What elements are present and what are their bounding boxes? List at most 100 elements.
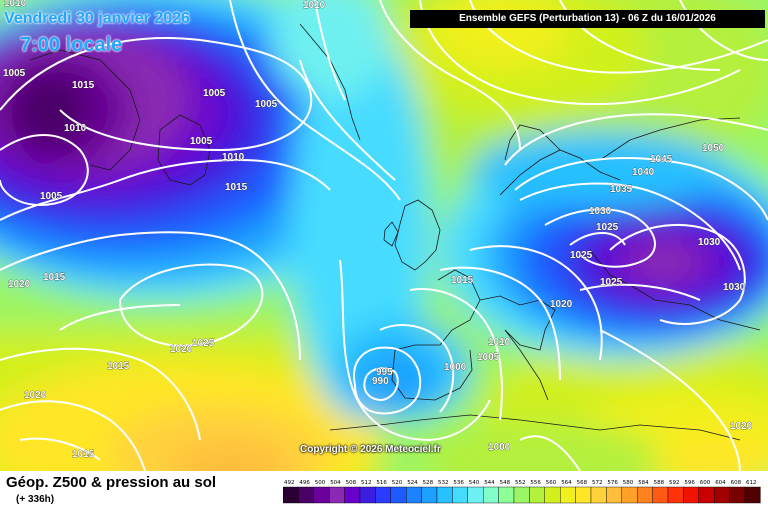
scale-swatch [298, 486, 314, 504]
scale-swatch [452, 486, 468, 504]
scale-tick-label: 560 [546, 480, 557, 486]
scale-swatch [498, 486, 515, 504]
scale-swatch [344, 486, 361, 504]
scale-tick-label: 600 [700, 480, 711, 486]
scale-swatch [667, 486, 684, 504]
scale-tick-label: 576 [607, 480, 618, 486]
svg-text:1025: 1025 [600, 277, 623, 288]
field-title: Géop. Z500 & pression au sol [6, 474, 217, 491]
scale-tick-label: 496 [299, 480, 310, 486]
svg-text:1020: 1020 [8, 279, 31, 290]
scale-swatch [590, 486, 607, 504]
copyright: Copyright © 2026 Meteociel.fr [300, 444, 441, 455]
svg-text:990: 990 [372, 376, 389, 387]
scale-tick-label: 536 [453, 480, 464, 486]
scale-tick-label: 572 [592, 480, 603, 486]
scale-tick-label: 544 [484, 480, 495, 486]
svg-text:1015: 1015 [72, 449, 95, 460]
scale-swatch [621, 486, 638, 504]
scale-swatch [390, 486, 407, 504]
forecast-time: 7:00 locale [20, 34, 123, 56]
scale-swatch [637, 486, 653, 504]
scale-swatch [329, 486, 345, 504]
svg-text:1015: 1015 [107, 361, 130, 372]
scale-tick-label: 540 [469, 480, 480, 486]
svg-text:1040: 1040 [632, 167, 655, 178]
svg-text:1000: 1000 [488, 442, 511, 453]
scale-swatch [683, 486, 699, 504]
scale-tick-label: 512 [361, 480, 372, 486]
svg-text:1030: 1030 [723, 282, 746, 293]
scale-swatch [729, 486, 746, 504]
scale-tick-label: 556 [530, 480, 541, 486]
svg-text:1025: 1025 [192, 338, 215, 349]
scale-tick-label: 500 [315, 480, 326, 486]
scale-swatch [529, 486, 545, 504]
scale-swatch [283, 486, 299, 504]
scale-tick-label: 612 [746, 480, 757, 486]
scale-swatch [652, 486, 669, 504]
model-run-label: Ensemble GEFS (Perturbation 13) - 06 Z d… [410, 10, 765, 28]
scale-tick-label: 552 [515, 480, 526, 486]
scale-tick-label: 516 [376, 480, 387, 486]
svg-text:1010: 1010 [303, 0, 326, 11]
scale-swatch [375, 486, 392, 504]
svg-text:1010: 1010 [64, 123, 87, 134]
svg-text:1050: 1050 [702, 143, 725, 154]
scale-swatch [359, 486, 376, 504]
scale-tick-label: 524 [407, 480, 418, 486]
scale-swatch [575, 486, 592, 504]
svg-text:1035: 1035 [610, 184, 633, 195]
scale-swatch [714, 486, 730, 504]
scale-tick-label: 508 [346, 480, 357, 486]
svg-text:1020: 1020 [24, 390, 47, 401]
svg-text:1010: 1010 [222, 152, 245, 163]
scale-swatch [698, 486, 715, 504]
svg-text:1015: 1015 [451, 275, 474, 286]
weather-map: 1010 1010 1005 1015 1010 1005 1005 1005 … [0, 0, 768, 471]
scale-tick-label: 568 [577, 480, 588, 486]
svg-text:1005: 1005 [190, 136, 213, 147]
scale-swatch [482, 486, 499, 504]
scale-tick-label: 584 [638, 480, 649, 486]
isobars [0, 0, 768, 471]
scale-tick-label: 608 [731, 480, 742, 486]
color-scale: 492 496 500 504 508 512 516 520 524 528 532 536 540 5… [283, 480, 761, 504]
scale-tick-label: 528 [423, 480, 434, 486]
svg-text:1025: 1025 [570, 250, 593, 261]
scale-tick-label: 564 [561, 480, 572, 486]
svg-text:1015: 1015 [72, 80, 95, 91]
svg-text:1000: 1000 [444, 362, 467, 373]
svg-text:1025: 1025 [596, 222, 619, 233]
scale-swatch [744, 486, 761, 504]
scale-tick-label: 548 [500, 480, 511, 486]
svg-text:995: 995 [376, 367, 393, 378]
isobar-labels: 1010 1010 1005 1015 1010 1005 1005 1005 … [3, 0, 753, 460]
svg-text:1030: 1030 [589, 206, 612, 217]
forecast-date: Vendredi 30 janvier 2026 [4, 10, 190, 27]
lead-time: (+ 336h) [16, 494, 55, 505]
svg-text:1005: 1005 [255, 99, 278, 110]
scale-tick-label: 604 [715, 480, 726, 486]
svg-text:1005: 1005 [203, 88, 226, 99]
scale-tick-label: 580 [623, 480, 634, 486]
scale-swatch [544, 486, 561, 504]
scale-swatch [513, 486, 530, 504]
svg-text:1015: 1015 [225, 182, 248, 193]
svg-text:1015: 1015 [43, 272, 66, 283]
scale-tick-label: 588 [654, 480, 665, 486]
scale-tick-label: 592 [669, 480, 680, 486]
svg-text:1005: 1005 [3, 68, 26, 79]
svg-text:1005: 1005 [477, 352, 500, 363]
scale-swatch [560, 486, 576, 504]
svg-text:1010: 1010 [488, 337, 511, 348]
scale-tick-label: 596 [684, 480, 695, 486]
scale-tick-label: 520 [392, 480, 403, 486]
svg-text:1010: 1010 [4, 0, 27, 9]
scale-swatch [421, 486, 438, 504]
svg-text:1020: 1020 [170, 344, 193, 355]
scale-swatch [313, 486, 330, 504]
svg-text:1005: 1005 [40, 191, 63, 202]
scale-tick-label: 532 [438, 480, 449, 486]
scale-tick-label: 492 [284, 480, 295, 486]
